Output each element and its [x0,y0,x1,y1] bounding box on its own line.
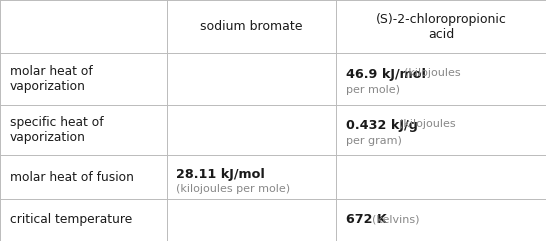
Text: specific heat of
vaporization: specific heat of vaporization [10,116,103,144]
Text: (S)-2-chloropropionic
acid: (S)-2-chloropropionic acid [376,13,506,40]
Text: 672 K: 672 K [346,214,387,226]
Text: (kilojoules: (kilojoules [404,67,460,78]
Text: per mole): per mole) [346,85,400,95]
Text: critical temperature: critical temperature [10,214,132,226]
Text: (kilojoules per mole): (kilojoules per mole) [176,184,290,194]
Text: per gram): per gram) [346,136,401,146]
Text: 28.11 kJ/mol: 28.11 kJ/mol [176,167,265,181]
Text: molar heat of
vaporization: molar heat of vaporization [10,65,93,93]
Text: 0.432 kJ/g: 0.432 kJ/g [346,119,418,132]
Text: sodium bromate: sodium bromate [200,20,302,33]
Text: molar heat of fusion: molar heat of fusion [10,171,134,184]
Text: (kelvins): (kelvins) [372,215,420,225]
Text: (kilojoules: (kilojoules [399,119,455,129]
Text: 46.9 kJ/mol: 46.9 kJ/mol [346,67,426,80]
